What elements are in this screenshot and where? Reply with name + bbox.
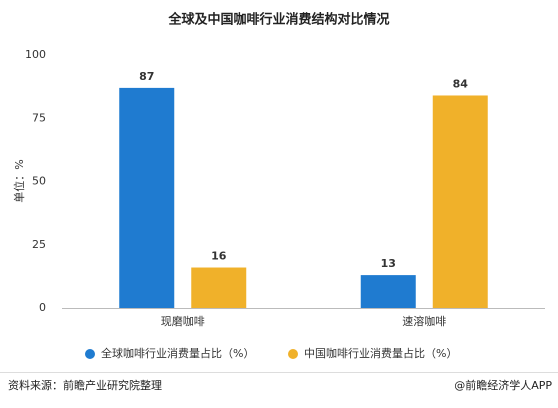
x-tick-label: 速溶咖啡	[402, 314, 446, 328]
y-tick-label: 75	[32, 111, 46, 124]
y-tick-label: 25	[32, 238, 46, 251]
value-label: 16	[211, 250, 227, 263]
bar	[191, 267, 247, 308]
value-label: 84	[453, 77, 469, 90]
x-tick-label: 现磨咖啡	[161, 314, 205, 328]
legend-marker	[288, 349, 298, 359]
bar	[119, 87, 175, 308]
y-axis-label: 单位：%	[12, 159, 26, 202]
legend-label: 全球咖啡行业消费量占比（%）	[101, 346, 254, 360]
brand: @前瞻经济学人APP	[454, 378, 552, 392]
bar	[360, 275, 416, 308]
y-tick-label: 100	[25, 48, 46, 61]
source: 资料来源：前瞻产业研究院整理	[8, 378, 162, 392]
legend-marker	[85, 349, 95, 359]
y-tick-label: 0	[39, 301, 46, 314]
y-tick-label: 50	[32, 175, 46, 188]
bar	[432, 95, 488, 308]
value-label: 87	[139, 70, 154, 83]
legend-label: 中国咖啡行业消费量占比（%）	[304, 346, 457, 360]
value-label: 13	[381, 257, 396, 270]
chart-title: 全球及中国咖啡行业消费结构对比情况	[167, 12, 389, 28]
